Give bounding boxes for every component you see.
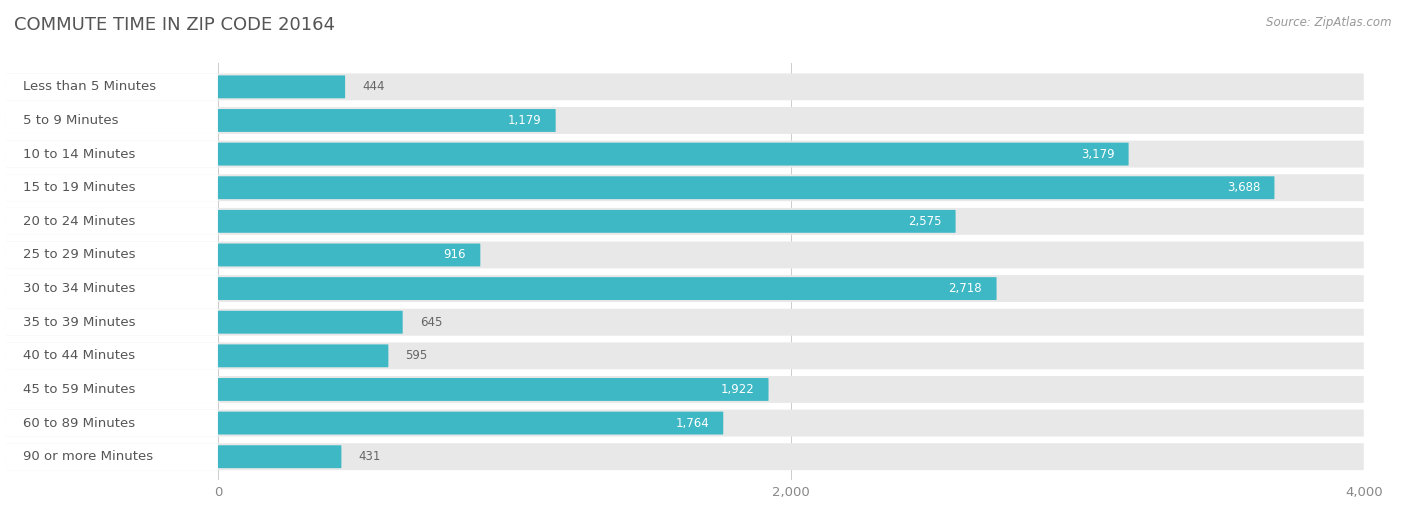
FancyBboxPatch shape — [218, 277, 997, 300]
FancyBboxPatch shape — [6, 376, 218, 403]
Text: COMMUTE TIME IN ZIP CODE 20164: COMMUTE TIME IN ZIP CODE 20164 — [14, 16, 335, 33]
FancyBboxPatch shape — [218, 412, 723, 434]
Text: 3,688: 3,688 — [1227, 181, 1260, 194]
FancyBboxPatch shape — [6, 208, 1364, 235]
Text: 25 to 29 Minutes: 25 to 29 Minutes — [22, 248, 135, 262]
FancyBboxPatch shape — [218, 143, 1129, 165]
FancyBboxPatch shape — [6, 275, 218, 302]
Text: 3,179: 3,179 — [1081, 148, 1115, 161]
FancyBboxPatch shape — [218, 345, 388, 367]
FancyBboxPatch shape — [6, 74, 1364, 100]
FancyBboxPatch shape — [218, 176, 1274, 199]
Text: 444: 444 — [363, 80, 385, 93]
FancyBboxPatch shape — [218, 311, 402, 334]
Text: 5 to 9 Minutes: 5 to 9 Minutes — [22, 114, 118, 127]
Text: 1,179: 1,179 — [508, 114, 541, 127]
FancyBboxPatch shape — [6, 309, 1364, 336]
Text: 45 to 59 Minutes: 45 to 59 Minutes — [22, 383, 135, 396]
FancyBboxPatch shape — [6, 174, 218, 201]
FancyBboxPatch shape — [218, 75, 344, 98]
FancyBboxPatch shape — [6, 275, 1364, 302]
FancyBboxPatch shape — [6, 140, 1364, 168]
Text: 916: 916 — [443, 248, 465, 262]
Text: 60 to 89 Minutes: 60 to 89 Minutes — [22, 417, 135, 430]
FancyBboxPatch shape — [6, 342, 218, 369]
FancyBboxPatch shape — [6, 410, 1364, 436]
Text: Source: ZipAtlas.com: Source: ZipAtlas.com — [1267, 16, 1392, 29]
FancyBboxPatch shape — [6, 74, 218, 100]
Text: Less than 5 Minutes: Less than 5 Minutes — [22, 80, 156, 93]
Text: 35 to 39 Minutes: 35 to 39 Minutes — [22, 316, 135, 329]
Text: 595: 595 — [405, 349, 427, 362]
FancyBboxPatch shape — [6, 309, 218, 336]
FancyBboxPatch shape — [6, 242, 218, 268]
FancyBboxPatch shape — [6, 376, 1364, 403]
Text: 30 to 34 Minutes: 30 to 34 Minutes — [22, 282, 135, 295]
FancyBboxPatch shape — [6, 208, 218, 235]
FancyBboxPatch shape — [6, 443, 218, 470]
Text: 15 to 19 Minutes: 15 to 19 Minutes — [22, 181, 135, 194]
Text: 1,922: 1,922 — [720, 383, 754, 396]
FancyBboxPatch shape — [6, 410, 218, 436]
Text: 20 to 24 Minutes: 20 to 24 Minutes — [22, 215, 135, 228]
FancyBboxPatch shape — [6, 140, 218, 168]
Text: 90 or more Minutes: 90 or more Minutes — [22, 450, 153, 463]
FancyBboxPatch shape — [218, 210, 956, 233]
Text: 645: 645 — [420, 316, 443, 329]
FancyBboxPatch shape — [6, 242, 1364, 268]
Text: 2,718: 2,718 — [949, 282, 983, 295]
FancyBboxPatch shape — [218, 445, 342, 468]
FancyBboxPatch shape — [6, 174, 1364, 201]
FancyBboxPatch shape — [6, 443, 1364, 470]
FancyBboxPatch shape — [218, 244, 481, 266]
Text: 40 to 44 Minutes: 40 to 44 Minutes — [22, 349, 135, 362]
FancyBboxPatch shape — [218, 378, 769, 401]
FancyBboxPatch shape — [6, 107, 218, 134]
Text: 10 to 14 Minutes: 10 to 14 Minutes — [22, 148, 135, 161]
Text: 2,575: 2,575 — [908, 215, 941, 228]
FancyBboxPatch shape — [6, 107, 1364, 134]
FancyBboxPatch shape — [6, 342, 1364, 369]
FancyBboxPatch shape — [218, 109, 555, 132]
Text: 1,764: 1,764 — [675, 417, 709, 430]
Text: 431: 431 — [359, 450, 381, 463]
